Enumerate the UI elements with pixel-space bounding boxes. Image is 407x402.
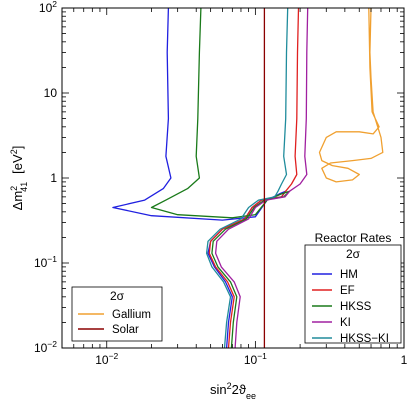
x-tick-label: 10−1 bbox=[244, 351, 267, 367]
legend-other: 2σ Gallium Solar bbox=[71, 286, 163, 342]
legend-label-hkss-ki: HKSS−KI bbox=[340, 333, 389, 345]
y-tick-label: 10 bbox=[44, 86, 58, 100]
legend-label-ef: EF bbox=[340, 285, 355, 297]
series-line-hm bbox=[112, 8, 287, 348]
ticks-layer: 10−2 10−1 1 10−2 10−1 1 10 102 bbox=[34, 0, 407, 367]
x-tick-label: 10−2 bbox=[95, 351, 118, 367]
y-tick-label: 102 bbox=[39, 0, 57, 15]
y-axis-label: Δm241[eV2] bbox=[9, 146, 29, 211]
legend-reactor: Reactor Rates 2σ HM EF HKSS KI HKSS−KI bbox=[304, 231, 402, 345]
y-tick-label: 10−2 bbox=[34, 339, 57, 355]
series-line-ef bbox=[208, 8, 300, 348]
legend-other-box bbox=[71, 286, 163, 342]
series-layer bbox=[112, 8, 384, 348]
legend-reactor-subtitle: 2σ bbox=[346, 247, 361, 261]
x-axis-label: sin22ϑee bbox=[210, 381, 256, 401]
legend-label-gallium: Gallium bbox=[112, 309, 151, 321]
legend-label-ki: KI bbox=[340, 317, 351, 329]
legend-reactor-box bbox=[304, 244, 402, 344]
series-line-hkss bbox=[150, 8, 291, 348]
series-line-ki bbox=[214, 8, 309, 348]
legend-other-title: 2σ bbox=[110, 289, 125, 303]
y-tick-label: 1 bbox=[50, 171, 57, 185]
plot-frame bbox=[61, 7, 405, 349]
y-tick-label: 10−1 bbox=[34, 254, 57, 270]
legend-label-hm: HM bbox=[340, 269, 358, 281]
series-line-gallium bbox=[318, 8, 384, 183]
legend-reactor-title: Reactor Rates bbox=[315, 231, 392, 245]
series-line-hkss-ki bbox=[205, 8, 289, 348]
x-tick-label: 1 bbox=[401, 353, 407, 367]
legend-label-solar: Solar bbox=[112, 324, 139, 336]
legend-label-hkss: HKSS bbox=[340, 301, 372, 313]
